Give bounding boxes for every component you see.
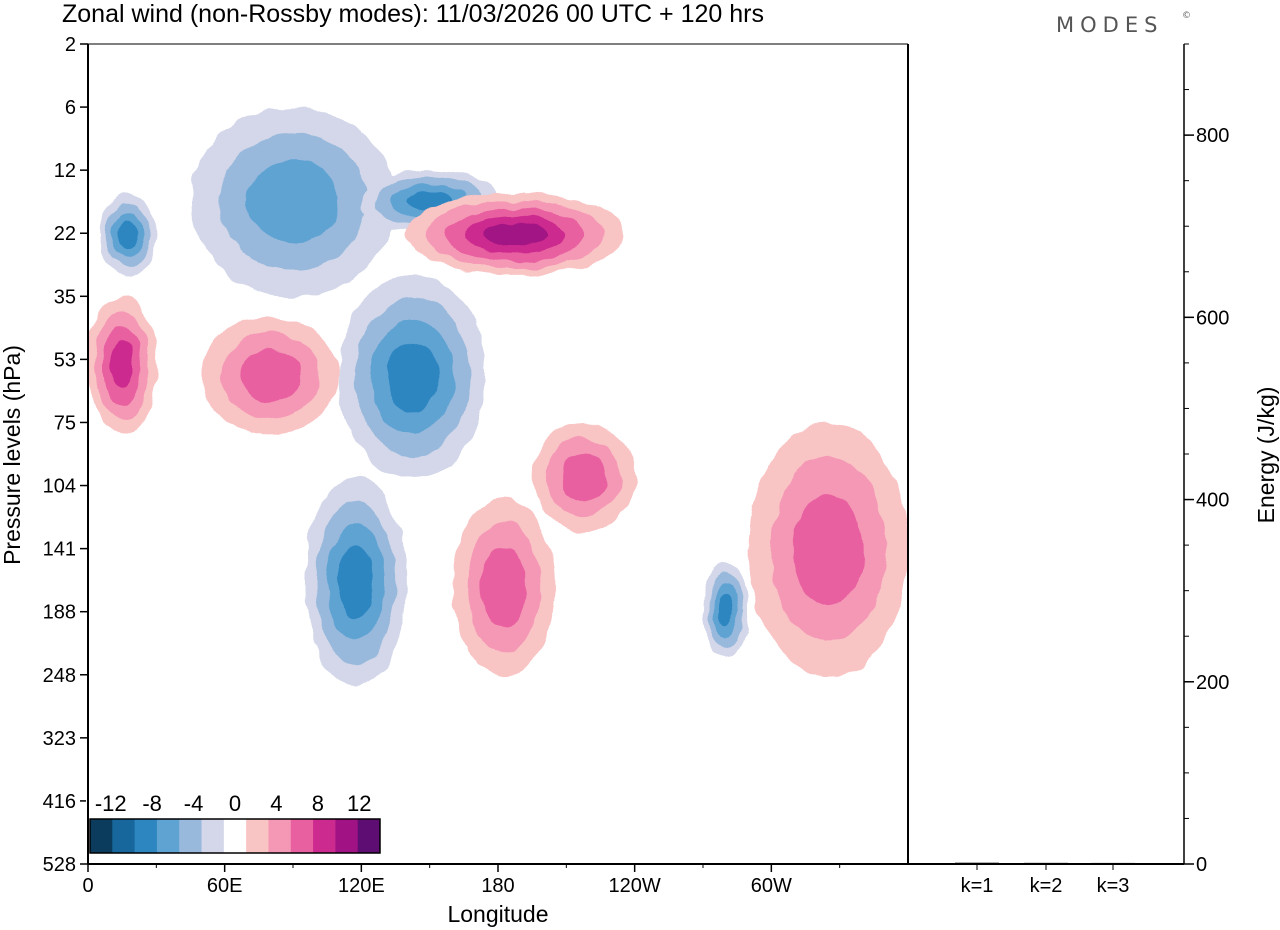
y-tick-label: 35: [54, 286, 76, 308]
colorbar-tick-label: -8: [142, 791, 162, 816]
colorbar-swatch: [156, 819, 180, 853]
pressure-axis: 2 6 12 22 35 53 75 104 141 188 248 323 416 528: [43, 34, 88, 876]
contour-level: [247, 159, 339, 244]
figure-title: Zonal wind (non-Rossby modes): 11/03/202…: [62, 0, 764, 28]
contour-blob-negative-lower-cluster: [304, 477, 407, 687]
colorbar-tick-label: 8: [312, 791, 324, 816]
frames: [87, 43, 1185, 865]
x-tick-label: 0: [82, 875, 93, 897]
contour-level: [239, 349, 301, 403]
colorbar-swatch: [268, 819, 292, 853]
contour-level: [117, 220, 138, 249]
colorbar-swatch: [179, 819, 203, 853]
y-tick-label: 6: [65, 97, 76, 119]
y-axis-label: Pressure levels (hPa): [0, 345, 25, 565]
contour-blob-positive-210: [532, 422, 635, 532]
y-tick-label: 528: [43, 854, 76, 876]
energy-tick-label: 800: [1196, 125, 1229, 147]
y-tick-label: 22: [54, 223, 76, 245]
colorbar-swatch: [290, 819, 314, 853]
colorbar-tick-label: -12: [95, 791, 127, 816]
wavenumber-tick-label: k=1: [961, 875, 994, 897]
energy-tick-label: 600: [1196, 307, 1229, 329]
colorbar-swatch: [313, 819, 336, 853]
heatmap-panel: 2 6 12 22 35 53 75 104 141 188 248 323 416 528 0 60E 12…: [0, 34, 908, 927]
colorbar-swatch: [201, 819, 225, 853]
contour-blob-positive-east-310: [748, 422, 908, 677]
x-tick-label: 120W: [609, 875, 661, 897]
longitude-axis: 0 60E 120E 180 120W 60W: [82, 864, 841, 897]
y-tick-label: 416: [43, 791, 76, 813]
colorbar-swatch: [90, 819, 113, 853]
colorbar-swatch: [335, 819, 359, 853]
colorbar-swatch: [112, 819, 136, 853]
contour-level: [480, 547, 527, 627]
contour-blob-positive-band-mid: [201, 316, 339, 435]
y-tick-label: 104: [43, 476, 76, 498]
x-tick-label: 180: [481, 875, 514, 897]
modes-logo: MODES ©: [1056, 11, 1191, 37]
contour-level: [484, 222, 546, 247]
energy-tick-label: 400: [1196, 490, 1229, 512]
contour-level: [110, 341, 135, 390]
y-tick-label: 188: [43, 602, 76, 624]
contour-blob-negative-west-edge: [99, 193, 157, 276]
contour-blob-negative-band-upper: [190, 107, 396, 297]
x-tick-label: 60E: [207, 875, 243, 897]
colorbar-tick-label: 12: [347, 791, 371, 816]
wavenumber-axis: k=1 k=2 k=3: [961, 864, 1130, 897]
energy-background: [908, 44, 1184, 864]
colorbar-tick-label: 0: [229, 791, 241, 816]
wavenumber-tick-label: k=2: [1030, 875, 1063, 897]
y-tick-label: 53: [54, 349, 76, 371]
energy-panel: 0 200 400 600 800 k=1 k=2 k=3 Energy (J/kg): [908, 43, 1279, 897]
contour-blob-negative-band-mid-lower: [338, 275, 487, 478]
contour-blob-negative-280: [703, 562, 749, 658]
colorbar-swatch: [223, 819, 247, 853]
brand-copyright-mark: ©: [1182, 11, 1191, 21]
contour-blob-positive-jet-upper: [406, 193, 624, 276]
y-tick-label: 248: [43, 665, 76, 687]
colorbar: -12 -8 -4 0 4 8 12: [86, 785, 384, 857]
x-tick-label: 120E: [338, 875, 385, 897]
y-tick-label: 2: [65, 34, 76, 56]
y-tick-label: 75: [54, 412, 76, 434]
x-axis-label: Longitude: [447, 901, 548, 927]
wavenumber-tick-label: k=3: [1097, 875, 1130, 897]
y-tick-label: 323: [43, 728, 76, 750]
colorbar-frame: [89, 818, 381, 854]
contour-blob-positive-lower-180: [452, 497, 555, 677]
y-tick-label: 12: [54, 160, 76, 182]
contour-level: [386, 341, 439, 412]
contour-blob-positive-west-edge: [88, 296, 157, 435]
energy-axis: 0 200 400 600 800: [1184, 43, 1229, 876]
colorbar-swatch: [246, 819, 269, 853]
x-tick-label: 60W: [751, 875, 792, 897]
energy-tick-label: 0: [1196, 854, 1207, 876]
contour-level: [792, 493, 864, 607]
colorbar-swatch: [134, 819, 158, 853]
contour-level: [717, 593, 734, 627]
contour-level: [560, 452, 607, 502]
y-tick-label: 141: [43, 539, 76, 561]
brand-wordmark: MODES: [1056, 13, 1163, 37]
energy-axis-label: Energy (J/kg): [1253, 387, 1279, 524]
colorbar-tick-label: -4: [184, 791, 204, 816]
contour-level: [337, 545, 374, 619]
colorbar-tick-label: 4: [270, 791, 282, 816]
heatmap-contour-fill: [88, 107, 908, 687]
energy-tick-label: 200: [1196, 672, 1229, 694]
colorbar-swatch: [357, 819, 381, 853]
